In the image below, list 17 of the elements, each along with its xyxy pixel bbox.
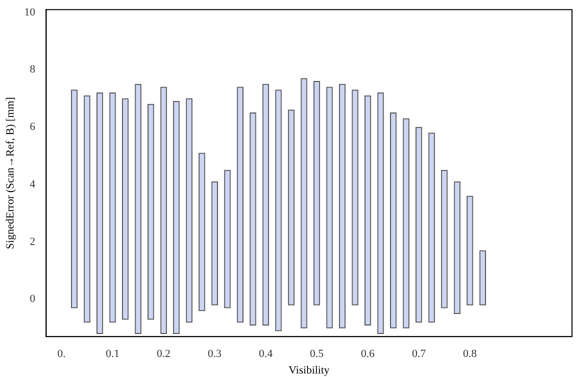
- y-tick-label: 6: [30, 121, 36, 134]
- y-tick-label: 10: [24, 6, 36, 18]
- x-tick-label: 0.2: [156, 348, 170, 360]
- y-tick-label: 2: [30, 236, 36, 248]
- x-tick-label: 0.5: [310, 348, 324, 360]
- x-tick-label: 0.7: [412, 348, 426, 360]
- x-tick-label: 0.6: [360, 348, 376, 360]
- y-tick-label: 0: [30, 293, 36, 306]
- y-tick-label: 4: [30, 178, 36, 190]
- x-tick-label: 0.: [57, 348, 66, 360]
- x-axis-title: Visibility: [288, 364, 330, 376]
- x-tick-label: 0.1: [106, 348, 120, 360]
- y-tick-label: 8: [30, 64, 36, 76]
- x-tick-label: 0.8: [463, 348, 478, 360]
- y-axis-title: SignedError (Scan→Ref, B) [mm]: [4, 97, 16, 250]
- x-tick-label: 0.3: [208, 348, 222, 360]
- x-tick-label: 0.4: [258, 348, 274, 360]
